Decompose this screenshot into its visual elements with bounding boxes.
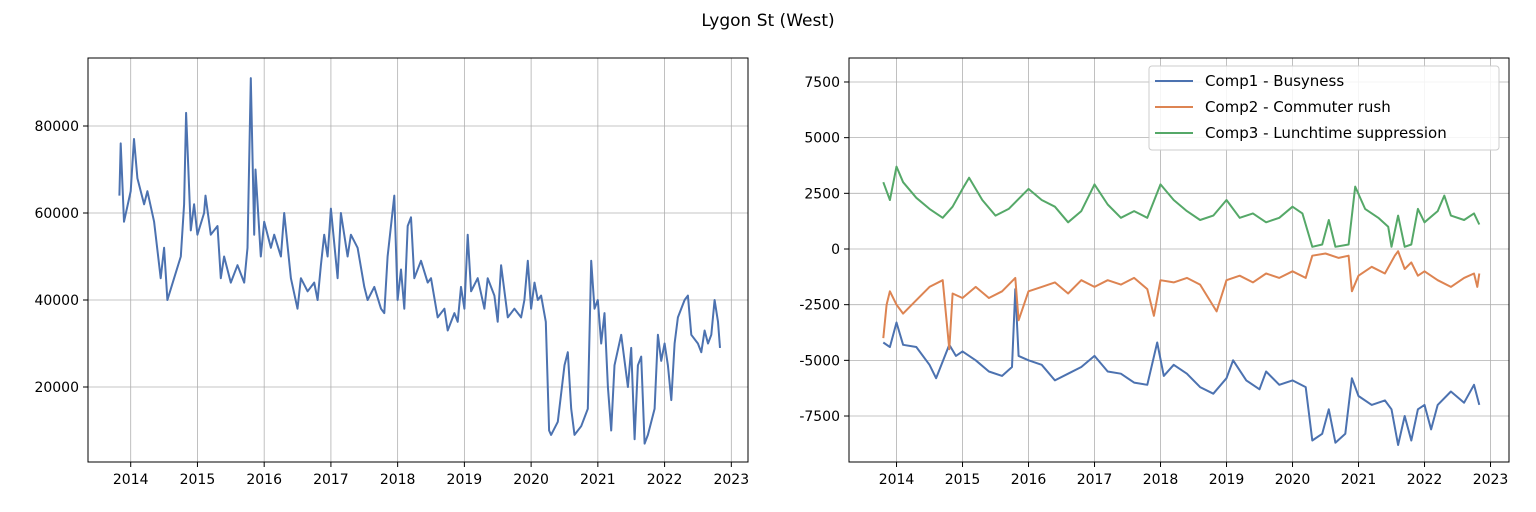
series-line-1: [882, 288, 1481, 446]
series-line-2: [882, 250, 1481, 351]
x-tick-label: 2017: [1077, 472, 1113, 488]
x-tick-label: 2019: [1209, 472, 1245, 488]
x-tick-label: 2017: [313, 472, 349, 488]
y-tick-label: -7500: [799, 409, 840, 425]
x-tick-label: 2014: [879, 472, 915, 488]
legend-label: Comp2 - Commuter rush: [1205, 98, 1391, 116]
x-tick-label: 2022: [1407, 472, 1443, 488]
subplot-2: 2014 2015 2016 2017 2018 2019 2020 2021 2022 2023…: [799, 57, 1510, 488]
legend: Comp1 - Busyness Comp2 - Commuter rush Com…: [1148, 65, 1500, 151]
x-tick-label: 2018: [380, 472, 416, 488]
chart-title: Lygon St (West): [701, 11, 834, 31]
y-tick-label: 60000: [34, 206, 79, 222]
x-tick-label: 2015: [180, 472, 216, 488]
x-tick-label: 2020: [1275, 472, 1311, 488]
y-tick-label: 7500: [804, 75, 840, 91]
x-tick-label: 2023: [1473, 472, 1509, 488]
y-tick-label: 0: [831, 242, 840, 258]
x-tick-label: 2020: [513, 472, 549, 488]
x-tick-label: 2015: [945, 472, 981, 488]
x-tick-label: 2018: [1143, 472, 1179, 488]
y-tick-label: 80000: [34, 119, 79, 135]
x-tick-label: 2016: [1011, 472, 1047, 488]
subplot-1: 2014 2015 2016 2017 2018 2019 2020 2021 2022 2023…: [34, 57, 749, 488]
axes-frame: [87, 57, 749, 463]
x-tick-label: 2022: [647, 472, 683, 488]
x-tick-label: 2021: [1341, 472, 1377, 488]
legend-label: Comp3 - Lunchtime suppression: [1205, 124, 1447, 142]
x-tick-label: 2014: [113, 472, 149, 488]
y-tick-label: 40000: [34, 293, 79, 309]
y-tick-label: -5000: [799, 353, 840, 369]
y-tick-label: 20000: [34, 380, 79, 396]
y-tick-label: 2500: [804, 186, 840, 202]
x-tick-label: 2021: [580, 472, 616, 488]
y-tick-label: 5000: [804, 131, 840, 147]
x-tick-label: 2016: [246, 472, 282, 488]
x-tick-label: 2023: [713, 472, 749, 488]
axes-frame: [848, 57, 1510, 463]
x-tick-label: 2019: [447, 472, 483, 488]
legend-label: Comp1 - Busyness: [1205, 72, 1344, 90]
series-line-3: [882, 165, 1481, 248]
series-line-1: [118, 77, 721, 445]
y-tick-label: -2500: [799, 298, 840, 314]
legend-box: [1148, 65, 1500, 151]
